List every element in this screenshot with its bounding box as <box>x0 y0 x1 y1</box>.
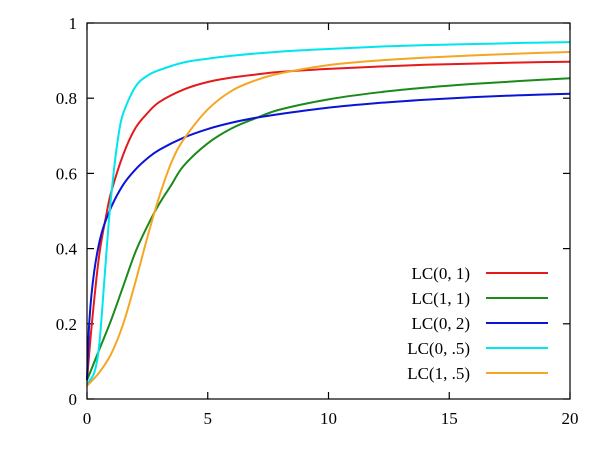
series-line-3 <box>86 92 571 381</box>
legend-label-2: LC(1, 1) <box>411 289 470 308</box>
y-tick-label: 0 <box>69 390 78 409</box>
plot-frame <box>86 22 571 400</box>
x-tick-label: 20 <box>562 409 579 428</box>
series-line-4 <box>86 41 571 385</box>
y-tick-label: 0.4 <box>56 240 78 259</box>
legend-label-4: LC(0, .5) <box>407 339 470 358</box>
x-tick-label: 10 <box>320 409 337 428</box>
ticks-layer: 0 5 10 15 20 0 0.2 0.4 0.6 0.8 1 <box>56 14 579 428</box>
series-line-1 <box>86 60 571 381</box>
legend-label-1: LC(0, 1) <box>411 264 470 283</box>
series-line-2 <box>86 77 571 381</box>
legend: LC(0, 1) LC(1, 1) LC(0, 2) LC(0, .5) LC(1, .… <box>407 264 548 383</box>
y-tick-label: 0.6 <box>56 164 77 183</box>
legend-label-3: LC(0, 2) <box>411 314 470 333</box>
series-layer <box>86 41 571 387</box>
legend-label-5: LC(1, .5) <box>407 364 470 383</box>
x-tick-label: 0 <box>83 409 92 428</box>
y-tick-label: 0.2 <box>56 315 77 334</box>
x-tick-label: 5 <box>204 409 213 428</box>
series-line-5 <box>86 50 571 387</box>
y-tick-label: 0.8 <box>56 89 77 108</box>
y-tick-label: 1 <box>69 14 78 33</box>
x-tick-label: 15 <box>441 409 458 428</box>
